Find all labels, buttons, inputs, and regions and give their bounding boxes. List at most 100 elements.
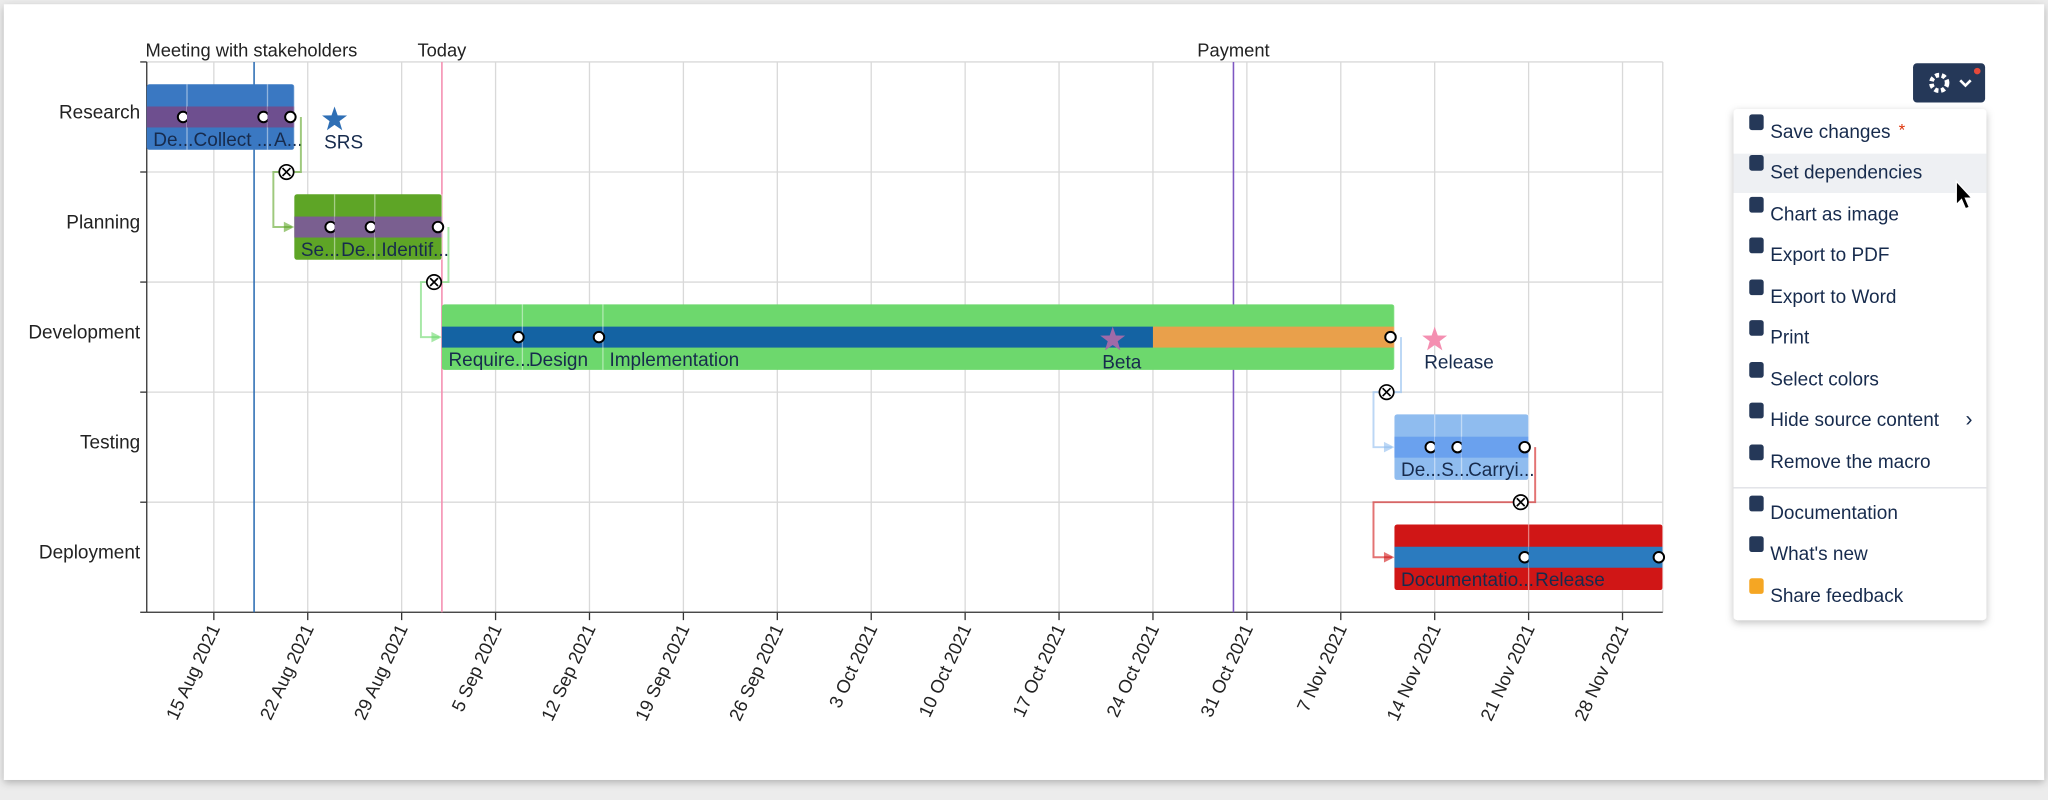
task-label: Documentatio... bbox=[1401, 570, 1534, 591]
dependency-arrow bbox=[1372, 337, 1402, 449]
menu-item[interactable]: Hide source content › bbox=[1749, 402, 1972, 432]
menu-icon bbox=[1749, 237, 1764, 254]
menu-item-label: Set dependencies bbox=[1770, 163, 1922, 184]
task-handle[interactable] bbox=[284, 110, 297, 124]
menu-item[interactable]: Share feedback bbox=[1749, 578, 1904, 607]
menu-icon bbox=[1749, 320, 1764, 336]
dependency-remove-x bbox=[281, 167, 292, 177]
settings-button[interactable] bbox=[1913, 63, 1986, 103]
progress-band bbox=[441, 326, 1153, 348]
milestone bbox=[1422, 326, 1448, 351]
dependency-head bbox=[1383, 441, 1395, 453]
task-band bbox=[1528, 546, 1663, 568]
menu-item[interactable]: Print bbox=[1749, 320, 1810, 349]
menu-icon bbox=[1749, 114, 1764, 131]
task-handle[interactable] bbox=[176, 110, 190, 124]
task-label: Se... bbox=[301, 240, 340, 261]
dependency-arrow bbox=[419, 227, 450, 339]
menu-item[interactable]: Set dependencies bbox=[1749, 154, 1922, 184]
menu-item[interactable]: Export to PDF bbox=[1749, 237, 1889, 267]
menu-item[interactable]: What's new bbox=[1749, 536, 1868, 565]
dependency-remove-x bbox=[1382, 387, 1392, 397]
dependency-arrow bbox=[1372, 447, 1537, 559]
unsaved-badge: * bbox=[1899, 120, 1906, 139]
dropdown-menu: Save changes * Set dependencies Chart as im… bbox=[1733, 109, 1987, 621]
menu-icon bbox=[1749, 536, 1764, 552]
menu-item-label: Documentation bbox=[1770, 503, 1898, 524]
menu-item-label: Select colors bbox=[1770, 370, 1879, 391]
milestone bbox=[322, 106, 348, 131]
task-handle[interactable] bbox=[1652, 551, 1666, 564]
task-handle[interactable] bbox=[1451, 440, 1464, 454]
task-handle[interactable] bbox=[324, 220, 337, 234]
menu-icon bbox=[1749, 495, 1764, 512]
menu-icon bbox=[1749, 444, 1764, 461]
menu-item-label: Export to PDF bbox=[1770, 245, 1889, 266]
menu-icon bbox=[1749, 196, 1764, 213]
row-label: Deployment bbox=[39, 543, 141, 564]
menu-item-label: Remove the macro bbox=[1770, 452, 1930, 473]
dependency-arrow bbox=[272, 116, 302, 229]
menu-icon bbox=[1749, 154, 1764, 171]
dependency-remove-x bbox=[429, 277, 439, 287]
progress-band-rest bbox=[1152, 326, 1395, 348]
menu-item[interactable]: Documentation bbox=[1749, 495, 1898, 525]
menu-item-label: Hide source content bbox=[1770, 410, 1940, 431]
task-label: A... bbox=[274, 130, 303, 151]
marker-label: Meeting with stakeholders bbox=[145, 40, 357, 61]
marker-label: Today bbox=[417, 40, 467, 61]
task-band bbox=[374, 216, 442, 238]
menu-item-label: Share feedback bbox=[1770, 586, 1903, 607]
row-label: Planning bbox=[66, 212, 140, 233]
marker-label: Payment bbox=[1197, 40, 1269, 61]
milestone bbox=[1100, 326, 1126, 351]
dependency-head bbox=[431, 331, 442, 343]
menu-item-label: Print bbox=[1770, 328, 1810, 349]
dependency-head bbox=[1383, 551, 1395, 563]
task-handle[interactable] bbox=[512, 330, 525, 344]
task-handle[interactable] bbox=[257, 110, 270, 124]
task-label: Collect ... bbox=[194, 130, 273, 151]
menu-item[interactable]: Chart as image bbox=[1749, 196, 1899, 226]
task-label: De... bbox=[341, 240, 381, 261]
task-label: De... bbox=[1401, 460, 1441, 481]
menu-item[interactable]: Remove the macro bbox=[1749, 444, 1931, 474]
dependency-remove-x bbox=[1516, 497, 1526, 507]
submenu-chevron: › bbox=[1965, 408, 1972, 431]
task-band bbox=[1394, 436, 1435, 458]
menu-item-label: What's new bbox=[1770, 544, 1868, 565]
row-label: Development bbox=[28, 322, 141, 343]
milestone-label: Beta bbox=[1102, 353, 1141, 374]
task-label: Design bbox=[529, 350, 588, 371]
task-handle[interactable] bbox=[1518, 551, 1531, 564]
menu-item[interactable]: Select colors bbox=[1749, 362, 1879, 391]
task-band bbox=[294, 216, 335, 238]
task-label: Require... bbox=[448, 350, 530, 371]
hover-highlight bbox=[1733, 153, 1987, 193]
task-handle[interactable] bbox=[1518, 440, 1531, 454]
task-handle[interactable] bbox=[1384, 330, 1397, 344]
menu-item-label: Chart as image bbox=[1770, 204, 1899, 225]
menu-item[interactable]: Export to Word bbox=[1749, 279, 1896, 308]
milestone-label: Release bbox=[1424, 353, 1494, 374]
task-band bbox=[146, 106, 188, 128]
menu-icon bbox=[1749, 578, 1764, 594]
task-handle[interactable] bbox=[1424, 440, 1437, 454]
task-handle[interactable] bbox=[431, 220, 445, 234]
task-band bbox=[187, 106, 268, 128]
task-band bbox=[1394, 546, 1529, 568]
task-label: Carryi... bbox=[1468, 460, 1534, 481]
dependency-head bbox=[283, 221, 295, 233]
task-label: S... bbox=[1441, 460, 1470, 481]
menu-item-label: Export to Word bbox=[1770, 287, 1896, 308]
task-label: Release bbox=[1535, 570, 1605, 591]
task-handle[interactable] bbox=[364, 220, 378, 234]
menu-icon bbox=[1749, 402, 1764, 419]
menu-icon bbox=[1749, 362, 1764, 378]
menu-item[interactable]: Save changes * bbox=[1749, 114, 1906, 143]
row-label: Testing bbox=[80, 432, 140, 453]
task-handle[interactable] bbox=[592, 330, 606, 344]
cursor bbox=[1955, 179, 1974, 210]
